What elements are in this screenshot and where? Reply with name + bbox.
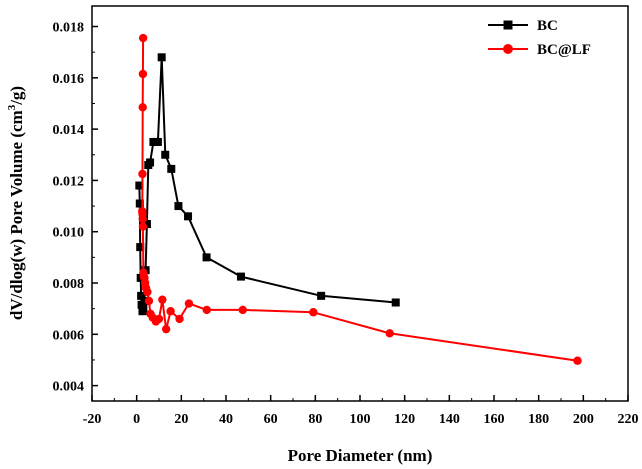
data-point-bc <box>140 296 149 305</box>
y-tick-label: 0.006 <box>53 328 85 343</box>
y-axis-title: dV/dlog(w) Pore Volume (cm3/g) <box>6 86 26 320</box>
legend-label-bc: BC <box>537 18 558 34</box>
data-point-bclf <box>309 308 318 317</box>
legend-marker-bc <box>503 20 513 30</box>
legend-marker-bclf <box>503 44 513 54</box>
data-point-bclf <box>238 305 247 315</box>
x-tick-label: 80 <box>308 412 322 427</box>
legend: BC BC@LF <box>488 18 591 58</box>
data-point-bclf <box>166 307 175 316</box>
y-axis: 0.004 0.006 0.008 0.010 0.012 0.014 0.016 0.018 <box>53 21 98 395</box>
data-point-bc <box>137 291 146 300</box>
data-point-bclf <box>138 69 148 79</box>
legend-label-bclf: BC@LF <box>537 42 591 58</box>
data-point-bclf <box>138 214 147 224</box>
data-point-bclf <box>143 287 152 297</box>
data-point-bc <box>157 53 166 62</box>
data-point-bc <box>202 253 211 262</box>
data-point-bclf <box>202 305 211 315</box>
series-layer <box>135 33 582 365</box>
data-point-bc <box>135 199 144 208</box>
data-point-bc <box>142 220 151 229</box>
x-tick-label: 60 <box>264 412 278 427</box>
data-point-bclf <box>385 329 394 338</box>
data-point-bc <box>161 150 170 159</box>
data-point-bclf <box>573 356 582 365</box>
data-point-bc <box>317 291 326 300</box>
data-point-bc <box>184 212 193 221</box>
data-point-bclf <box>138 33 148 43</box>
data-point-bc <box>167 164 176 173</box>
data-point-bc <box>136 243 145 252</box>
y-tick-label: 0.008 <box>53 277 85 292</box>
y-tick-label: 0.004 <box>53 380 85 395</box>
x-tick-label: 100 <box>350 412 371 427</box>
x-tick-label: 200 <box>573 412 594 427</box>
x-axis: -20 0 20 40 60 80 100 120 140 160 180 200 220 <box>83 395 639 427</box>
data-point-bc <box>149 137 158 146</box>
data-point-bclf <box>158 295 167 304</box>
data-point-bc <box>236 272 245 281</box>
data-point-bclf <box>144 296 154 306</box>
data-point-bclf <box>154 314 164 324</box>
x-tick-label: 180 <box>528 412 549 427</box>
data-point-bc <box>135 181 144 190</box>
x-tick-label: 0 <box>133 412 140 427</box>
data-point-bc <box>391 298 400 307</box>
x-tick-label: 40 <box>219 412 233 427</box>
data-point-bclf <box>138 169 147 179</box>
data-point-bc <box>174 202 183 211</box>
data-point-bclf <box>161 324 171 334</box>
y-tick-label: 0.016 <box>53 72 85 87</box>
y-tick-label: 0.010 <box>53 226 85 241</box>
x-tick-label: 140 <box>439 412 460 427</box>
x-axis-title: Pore Diameter (nm) <box>288 446 433 465</box>
data-point-bc <box>139 304 148 313</box>
data-point-bclf <box>175 314 184 324</box>
y-tick-label: 0.014 <box>53 123 85 138</box>
x-tick-label: -20 <box>83 412 102 427</box>
data-point-bc <box>153 137 162 146</box>
data-point-bclf <box>138 103 147 112</box>
plot-frame <box>91 5 629 402</box>
y-tick-label: 0.012 <box>53 174 85 189</box>
x-tick-label: 120 <box>394 412 415 427</box>
legend-item-bc: BC <box>488 18 558 34</box>
x-tick-label: 220 <box>618 412 639 427</box>
data-point-bclf <box>184 299 194 308</box>
x-tick-label: 20 <box>174 412 188 427</box>
legend-item-bclf: BC@LF <box>488 42 591 58</box>
y-tick-label: 0.018 <box>53 21 85 36</box>
data-point-bc <box>146 158 155 167</box>
x-tick-label: 160 <box>484 412 505 427</box>
data-point-bclf <box>138 222 148 231</box>
